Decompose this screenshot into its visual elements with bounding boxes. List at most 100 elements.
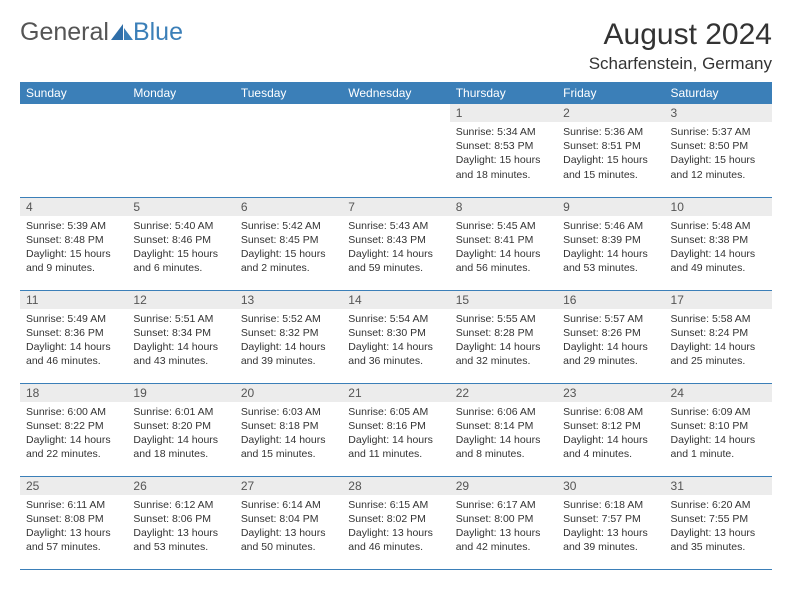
day-header: Tuesday bbox=[235, 82, 342, 104]
day-number: 2 bbox=[557, 104, 664, 122]
day-header: Friday bbox=[557, 82, 664, 104]
sunset-text: Sunset: 8:53 PM bbox=[456, 139, 551, 153]
day-detail: Sunrise: 6:14 AMSunset: 8:04 PMDaylight:… bbox=[235, 495, 342, 559]
sunrise-text: Sunrise: 5:48 AM bbox=[671, 219, 766, 233]
day-detail: Sunrise: 5:36 AMSunset: 8:51 PMDaylight:… bbox=[557, 122, 664, 186]
calendar-cell: 18Sunrise: 6:00 AMSunset: 8:22 PMDayligh… bbox=[20, 383, 127, 476]
day-detail: Sunrise: 5:37 AMSunset: 8:50 PMDaylight:… bbox=[665, 122, 772, 186]
day-detail: Sunrise: 6:18 AMSunset: 7:57 PMDaylight:… bbox=[557, 495, 664, 559]
daylight-text: Daylight: 14 hours and 53 minutes. bbox=[563, 247, 658, 275]
calendar-cell: 27Sunrise: 6:14 AMSunset: 8:04 PMDayligh… bbox=[235, 476, 342, 569]
sunrise-text: Sunrise: 6:11 AM bbox=[26, 498, 121, 512]
day-detail: Sunrise: 6:08 AMSunset: 8:12 PMDaylight:… bbox=[557, 402, 664, 466]
sunrise-text: Sunrise: 5:34 AM bbox=[456, 125, 551, 139]
calendar-cell: 4 Sunrise: 5:39 AMSunset: 8:48 PMDaylight… bbox=[20, 197, 127, 290]
location: Scharfenstein, Germany bbox=[589, 54, 772, 74]
daylight-text: Daylight: 14 hours and 43 minutes. bbox=[133, 340, 228, 368]
calendar-cell: 23Sunrise: 6:08 AMSunset: 8:12 PMDayligh… bbox=[557, 383, 664, 476]
calendar-cell bbox=[127, 104, 234, 197]
sunrise-text: Sunrise: 5:49 AM bbox=[26, 312, 121, 326]
sunrise-text: Sunrise: 5:58 AM bbox=[671, 312, 766, 326]
daylight-text: Daylight: 15 hours and 9 minutes. bbox=[26, 247, 121, 275]
day-number: 18 bbox=[20, 384, 127, 402]
day-detail: Sunrise: 5:58 AMSunset: 8:24 PMDaylight:… bbox=[665, 309, 772, 373]
day-detail: Sunrise: 5:55 AMSunset: 8:28 PMDaylight:… bbox=[450, 309, 557, 373]
day-number: 3 bbox=[665, 104, 772, 122]
calendar-cell: 5Sunrise: 5:40 AMSunset: 8:46 PMDaylight… bbox=[127, 197, 234, 290]
sunset-text: Sunset: 8:32 PM bbox=[241, 326, 336, 340]
daylight-text: Daylight: 14 hours and 39 minutes. bbox=[241, 340, 336, 368]
sunrise-text: Sunrise: 6:18 AM bbox=[563, 498, 658, 512]
daylight-text: Daylight: 14 hours and 49 minutes. bbox=[671, 247, 766, 275]
day-detail: Sunrise: 6:12 AMSunset: 8:06 PMDaylight:… bbox=[127, 495, 234, 559]
sunrise-text: Sunrise: 6:14 AM bbox=[241, 498, 336, 512]
calendar-cell: 26Sunrise: 6:12 AMSunset: 8:06 PMDayligh… bbox=[127, 476, 234, 569]
day-detail: Sunrise: 5:42 AMSunset: 8:45 PMDaylight:… bbox=[235, 216, 342, 280]
sunrise-text: Sunrise: 6:05 AM bbox=[348, 405, 443, 419]
calendar-cell: 19Sunrise: 6:01 AMSunset: 8:20 PMDayligh… bbox=[127, 383, 234, 476]
sunset-text: Sunset: 8:30 PM bbox=[348, 326, 443, 340]
logo-text-general: General bbox=[20, 18, 109, 47]
calendar-cell bbox=[235, 104, 342, 197]
calendar-cell bbox=[342, 104, 449, 197]
sunset-text: Sunset: 8:36 PM bbox=[26, 326, 121, 340]
sunset-text: Sunset: 8:22 PM bbox=[26, 419, 121, 433]
day-detail: Sunrise: 6:11 AMSunset: 8:08 PMDaylight:… bbox=[20, 495, 127, 559]
sunrise-text: Sunrise: 6:06 AM bbox=[456, 405, 551, 419]
day-number: 27 bbox=[235, 477, 342, 495]
sunrise-text: Sunrise: 5:37 AM bbox=[671, 125, 766, 139]
logo-text-blue: Blue bbox=[133, 18, 183, 47]
calendar-cell: 22Sunrise: 6:06 AMSunset: 8:14 PMDayligh… bbox=[450, 383, 557, 476]
day-number: 29 bbox=[450, 477, 557, 495]
calendar-cell: 29Sunrise: 6:17 AMSunset: 8:00 PMDayligh… bbox=[450, 476, 557, 569]
calendar-cell: 3Sunrise: 5:37 AMSunset: 8:50 PMDaylight… bbox=[665, 104, 772, 197]
day-detail: Sunrise: 6:00 AMSunset: 8:22 PMDaylight:… bbox=[20, 402, 127, 466]
sunrise-text: Sunrise: 6:03 AM bbox=[241, 405, 336, 419]
daylight-text: Daylight: 15 hours and 18 minutes. bbox=[456, 153, 551, 181]
daylight-text: Daylight: 13 hours and 42 minutes. bbox=[456, 526, 551, 554]
day-header: Sunday bbox=[20, 82, 127, 104]
day-number: 23 bbox=[557, 384, 664, 402]
calendar-row: 1Sunrise: 5:34 AMSunset: 8:53 PMDaylight… bbox=[20, 104, 772, 197]
day-number: 15 bbox=[450, 291, 557, 309]
day-number: 1 bbox=[450, 104, 557, 122]
sunset-text: Sunset: 8:12 PM bbox=[563, 419, 658, 433]
day-number: 30 bbox=[557, 477, 664, 495]
daylight-text: Daylight: 13 hours and 50 minutes. bbox=[241, 526, 336, 554]
header: General Blue August 2024 Scharfenstein, … bbox=[20, 18, 772, 74]
sunrise-text: Sunrise: 6:20 AM bbox=[671, 498, 766, 512]
day-detail: Sunrise: 5:34 AMSunset: 8:53 PMDaylight:… bbox=[450, 122, 557, 186]
calendar-cell: 2Sunrise: 5:36 AMSunset: 8:51 PMDaylight… bbox=[557, 104, 664, 197]
sunset-text: Sunset: 8:34 PM bbox=[133, 326, 228, 340]
logo-sail-icon bbox=[111, 24, 133, 42]
calendar-row: 4Sunrise: 5:39 AMSunset: 8:48 PMDaylight… bbox=[20, 197, 772, 290]
calendar-cell: 11Sunrise: 5:49 AMSunset: 8:36 PMDayligh… bbox=[20, 290, 127, 383]
daylight-text: Daylight: 13 hours and 57 minutes. bbox=[26, 526, 121, 554]
calendar-cell: 13Sunrise: 5:52 AMSunset: 8:32 PMDayligh… bbox=[235, 290, 342, 383]
sunrise-text: Sunrise: 5:39 AM bbox=[26, 219, 121, 233]
sunrise-text: Sunrise: 5:46 AM bbox=[563, 219, 658, 233]
daylight-text: Daylight: 13 hours and 35 minutes. bbox=[671, 526, 766, 554]
day-detail: Sunrise: 6:20 AMSunset: 7:55 PMDaylight:… bbox=[665, 495, 772, 559]
day-number: 14 bbox=[342, 291, 449, 309]
sunset-text: Sunset: 7:55 PM bbox=[671, 512, 766, 526]
calendar-row: 25Sunrise: 6:11 AMSunset: 8:08 PMDayligh… bbox=[20, 476, 772, 569]
daylight-text: Daylight: 14 hours and 25 minutes. bbox=[671, 340, 766, 368]
daylight-text: Daylight: 14 hours and 32 minutes. bbox=[456, 340, 551, 368]
calendar-cell: 30Sunrise: 6:18 AMSunset: 7:57 PMDayligh… bbox=[557, 476, 664, 569]
day-number: 4 bbox=[20, 198, 127, 216]
daylight-text: Daylight: 14 hours and 29 minutes. bbox=[563, 340, 658, 368]
day-number: 19 bbox=[127, 384, 234, 402]
title-block: August 2024 Scharfenstein, Germany bbox=[589, 18, 772, 74]
calendar-cell: 6Sunrise: 5:42 AMSunset: 8:45 PMDaylight… bbox=[235, 197, 342, 290]
sunset-text: Sunset: 8:16 PM bbox=[348, 419, 443, 433]
sunset-text: Sunset: 8:48 PM bbox=[26, 233, 121, 247]
sunrise-text: Sunrise: 5:45 AM bbox=[456, 219, 551, 233]
sunrise-text: Sunrise: 5:43 AM bbox=[348, 219, 443, 233]
day-detail: Sunrise: 6:06 AMSunset: 8:14 PMDaylight:… bbox=[450, 402, 557, 466]
calendar-cell bbox=[20, 104, 127, 197]
day-detail: Sunrise: 5:54 AMSunset: 8:30 PMDaylight:… bbox=[342, 309, 449, 373]
daylight-text: Daylight: 14 hours and 11 minutes. bbox=[348, 433, 443, 461]
sunset-text: Sunset: 8:02 PM bbox=[348, 512, 443, 526]
day-detail: Sunrise: 6:15 AMSunset: 8:02 PMDaylight:… bbox=[342, 495, 449, 559]
